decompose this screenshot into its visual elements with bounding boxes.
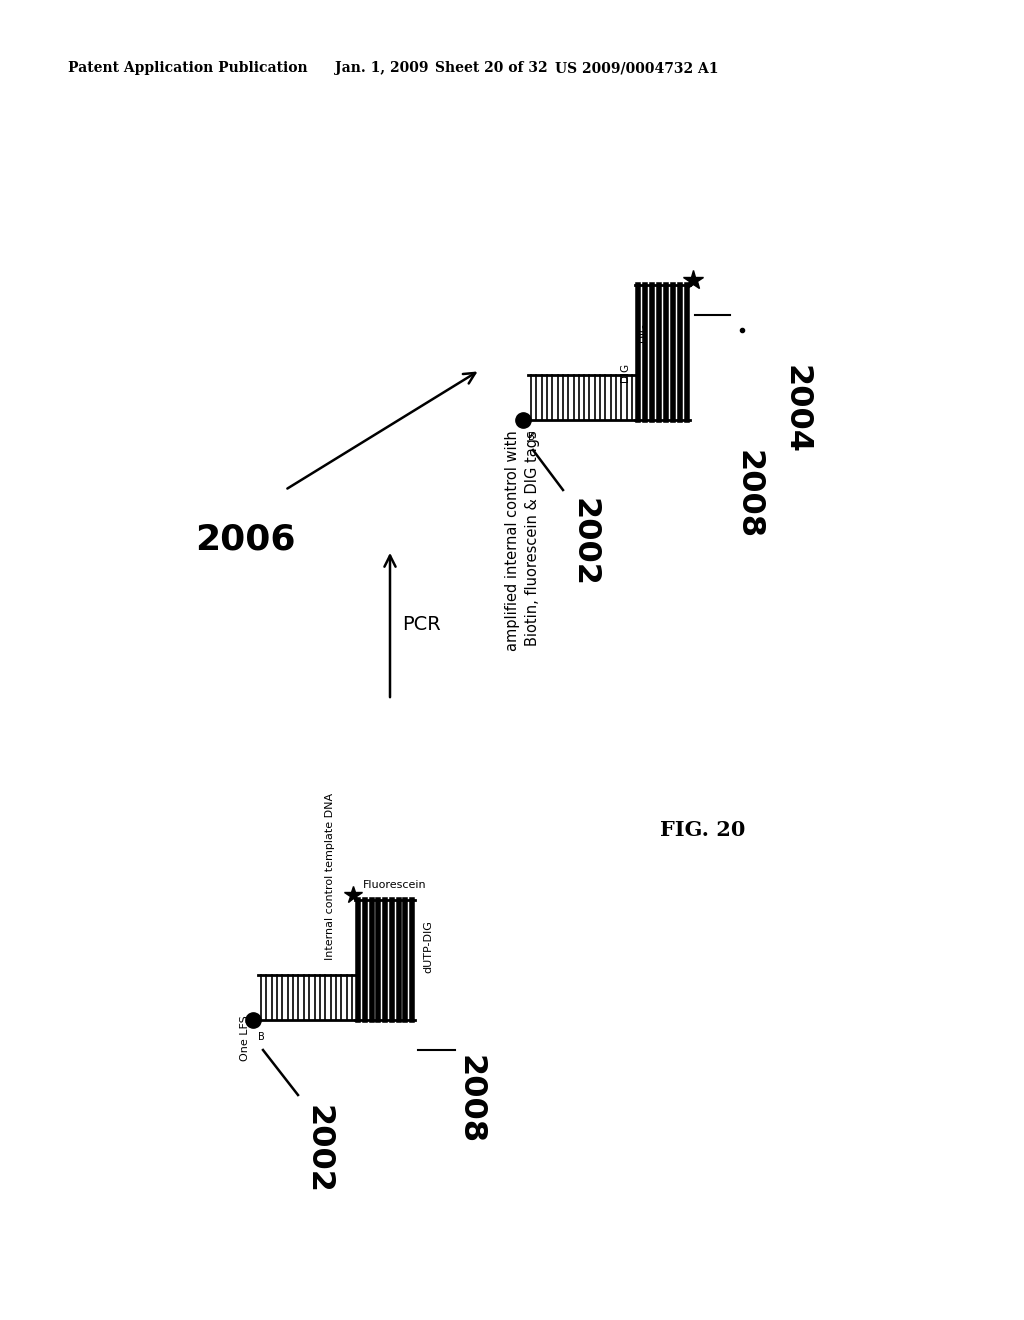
Text: amplified internal control with: amplified internal control with [505,430,520,651]
Text: Patent Application Publication: Patent Application Publication [68,61,307,75]
Text: B: B [528,432,535,442]
Text: Sheet 20 of 32: Sheet 20 of 32 [435,61,548,75]
Text: 2002: 2002 [568,498,599,587]
Text: Jan. 1, 2009: Jan. 1, 2009 [335,61,428,75]
Text: 2008: 2008 [455,1055,486,1144]
Text: 2006: 2006 [195,523,296,557]
Text: Fluorescein: Fluorescein [362,880,427,890]
Text: DIG: DIG [638,322,648,342]
Text: FIG. 20: FIG. 20 [660,820,745,840]
Text: 2002: 2002 [303,1105,334,1195]
Text: 2008: 2008 [732,450,763,539]
Text: US 2009/0004732 A1: US 2009/0004732 A1 [555,61,719,75]
Text: Internal control template DNA: Internal control template DNA [325,793,335,960]
Text: One LFS: One LFS [240,1015,250,1061]
Text: PCR: PCR [402,615,440,635]
Text: 2004: 2004 [780,366,811,454]
Text: dUTP-DIG: dUTP-DIG [423,920,433,973]
Text: DIG: DIG [620,363,630,383]
Text: Biotin, fluorescein & DIG tags: Biotin, fluorescein & DIG tags [525,430,540,645]
Text: B: B [258,1032,265,1041]
